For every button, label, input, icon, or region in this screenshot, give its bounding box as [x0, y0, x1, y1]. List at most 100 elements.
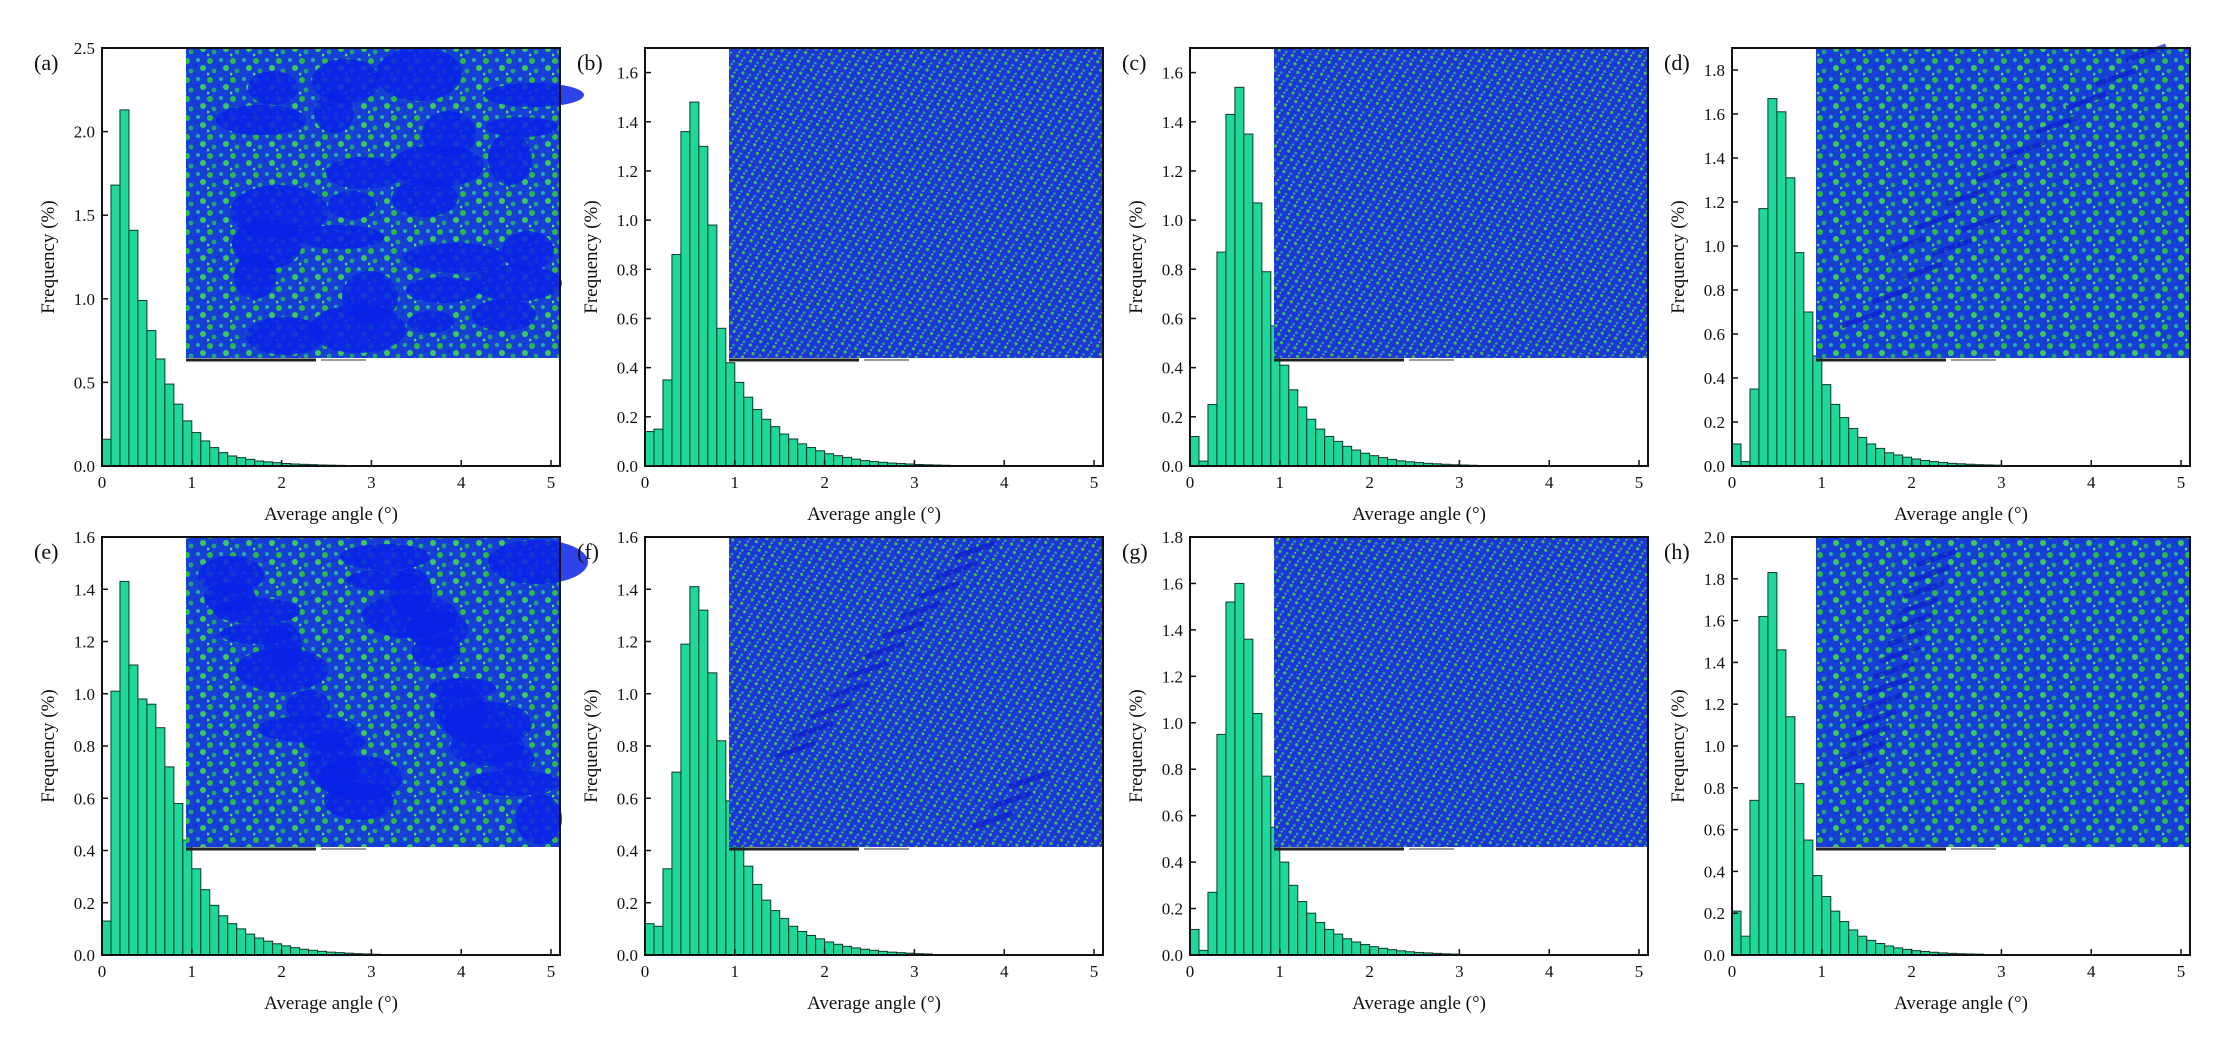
histogram-bar	[1369, 946, 1380, 956]
y-tick-label: 1.0	[617, 211, 638, 230]
histogram-bar	[1342, 938, 1353, 956]
panel-label: (h)	[1664, 539, 1690, 564]
y-axis-label: Frequency (%)	[581, 200, 602, 313]
grain-region	[296, 225, 384, 249]
y-tick-label: 1.0	[1162, 714, 1183, 733]
grain-streak	[828, 680, 870, 700]
y-tick-label: 0.2	[617, 408, 638, 427]
histogram-bar	[824, 453, 835, 467]
y-tick-label: 1.6	[1704, 105, 1725, 124]
y-tick-label: 0.4	[1162, 853, 1184, 872]
histogram-bar	[761, 418, 772, 467]
grain-region	[248, 71, 298, 105]
x-tick-label: 2	[277, 962, 286, 981]
grain-region	[390, 145, 484, 187]
x-tick-label: 2	[820, 473, 829, 492]
histogram-bar	[671, 771, 682, 956]
histogram-bar	[1776, 649, 1787, 956]
y-tick-label: 1.0	[74, 685, 95, 704]
histogram-bar	[218, 452, 229, 467]
grain-streak	[792, 720, 834, 740]
grain-region	[502, 231, 554, 271]
x-tick-label: 1	[188, 962, 197, 981]
x-axis-label: Average angle (°)	[1352, 504, 1486, 525]
y-tick-label: 1.6	[1704, 612, 1725, 631]
y-axis-label: Frequency (%)	[581, 689, 602, 802]
grain-region	[484, 83, 584, 107]
histogram-bar	[1360, 944, 1371, 956]
grain-streak	[1879, 644, 1921, 664]
y-tick-label: 0.8	[74, 737, 95, 756]
y-tick-label: 0.8	[1162, 760, 1183, 779]
y-tick-label: 2.5	[74, 39, 95, 58]
histogram-bar	[698, 609, 709, 956]
grain-streak	[2095, 67, 2137, 87]
grain-streak	[2065, 91, 2107, 111]
y-tick-label: 1.4	[617, 113, 639, 132]
y-tick-label: 1.2	[1162, 162, 1183, 181]
y-tick-label: 1.6	[74, 528, 95, 547]
y-axis-label: Frequency (%)	[1126, 689, 1147, 802]
grain-region	[314, 93, 354, 133]
histogram-bar	[155, 727, 166, 956]
grain-region	[376, 47, 462, 101]
y-tick-label: 0.6	[617, 309, 638, 328]
x-tick-label: 1	[731, 962, 740, 981]
histogram-bar	[1315, 921, 1326, 956]
histogram-bar	[272, 943, 283, 956]
histogram-bar	[173, 403, 184, 467]
histogram-bar	[1749, 799, 1760, 956]
histogram-bar	[1812, 355, 1823, 467]
histogram-bar	[662, 868, 673, 956]
x-tick-label: 2	[820, 962, 829, 981]
y-axis: 0.0 0.2 0.4 0.6 0.8 1.0 1.2 1.4 1.6	[74, 528, 108, 965]
x-tick-label: 0	[1728, 473, 1737, 492]
y-tick-label: 0.5	[74, 373, 95, 392]
grain-region	[434, 686, 488, 736]
histogram-bar	[1225, 113, 1236, 467]
grain-region	[412, 636, 460, 668]
y-tick-label: 1.4	[1704, 149, 1726, 168]
histogram-bar	[770, 426, 781, 467]
plot-frame	[644, 47, 1104, 467]
x-tick-label: 4	[1545, 962, 1554, 981]
histogram-bar	[101, 920, 112, 956]
histogram-bar	[1324, 928, 1335, 956]
histogram-bar	[779, 917, 790, 956]
y-tick-label: 2.0	[74, 123, 95, 142]
y-tick-label: 0.6	[617, 789, 638, 808]
histogram-bar	[752, 408, 763, 467]
x-tick-label: 2	[1365, 962, 1374, 981]
grain-streak	[1945, 187, 1987, 207]
histogram-bar	[209, 447, 220, 467]
histogram-bar	[119, 109, 130, 467]
histogram-bar	[191, 432, 202, 467]
panel-label: (b)	[577, 50, 603, 75]
histogram-bar	[1893, 947, 1904, 956]
histogram-bar	[1839, 921, 1850, 956]
x-tick-label: 1	[188, 473, 197, 492]
grain-streak	[2035, 115, 2077, 135]
grain-streak	[846, 660, 888, 680]
histogram-bar	[806, 934, 817, 956]
y-tick-label: 0.0	[1704, 946, 1725, 965]
histogram-bar	[1252, 202, 1263, 467]
histogram-bar	[806, 447, 817, 467]
histogram-bar	[797, 930, 808, 956]
histogram-bar	[1279, 364, 1290, 467]
x-tick-label: 4	[1000, 962, 1009, 981]
histogram-bar	[263, 940, 274, 956]
y-tick-label: 0.0	[1162, 457, 1183, 476]
x-axis: 0 1 2 3 4 5	[1186, 949, 1643, 981]
x-axis: 0 1 2 3 4 5	[1186, 460, 1643, 492]
histogram-bar	[1794, 783, 1805, 956]
plot-frame	[1731, 47, 2191, 467]
histogram-bar	[761, 899, 772, 956]
panel-label: (g)	[1122, 539, 1148, 564]
y-tick-label: 0.4	[1162, 359, 1184, 378]
plot-frame	[1189, 536, 1649, 956]
histogram-bar	[137, 299, 148, 467]
panel-label: (a)	[34, 50, 58, 75]
grain-region	[234, 253, 276, 299]
grain-region	[310, 305, 406, 353]
